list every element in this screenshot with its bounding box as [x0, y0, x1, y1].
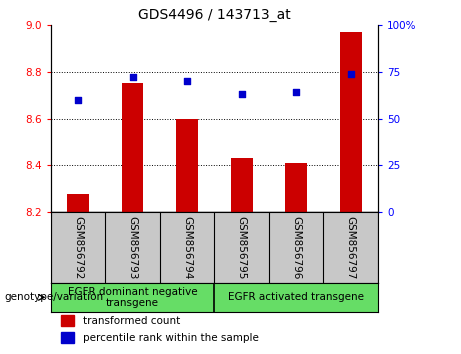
Text: EGFR dominant negative
transgene: EGFR dominant negative transgene	[68, 286, 197, 308]
Text: GSM856792: GSM856792	[73, 216, 83, 280]
Bar	[60, 315, 74, 326]
Text: GSM856797: GSM856797	[346, 216, 356, 280]
Bar	[230, 159, 253, 212]
Bar	[285, 163, 307, 212]
Point	[347, 71, 355, 76]
Text: GSM856794: GSM856794	[182, 216, 192, 280]
Bar	[60, 332, 74, 343]
Point	[292, 90, 300, 95]
Point	[129, 74, 136, 80]
Text: percentile rank within the sample: percentile rank within the sample	[83, 333, 260, 343]
Bar	[122, 84, 143, 212]
Point	[183, 78, 191, 84]
Bar	[67, 194, 89, 212]
Point	[238, 91, 245, 97]
Text: EGFR activated transgene: EGFR activated transgene	[228, 292, 364, 302]
Bar	[176, 119, 198, 212]
Point	[74, 97, 82, 103]
Text: GSM856795: GSM856795	[236, 216, 247, 280]
Text: GSM856793: GSM856793	[128, 216, 137, 280]
Text: transformed count: transformed count	[83, 316, 181, 326]
Bar	[340, 32, 361, 212]
Title: GDS4496 / 143713_at: GDS4496 / 143713_at	[138, 8, 291, 22]
Text: genotype/variation: genotype/variation	[5, 292, 104, 302]
Text: GSM856796: GSM856796	[291, 216, 301, 280]
